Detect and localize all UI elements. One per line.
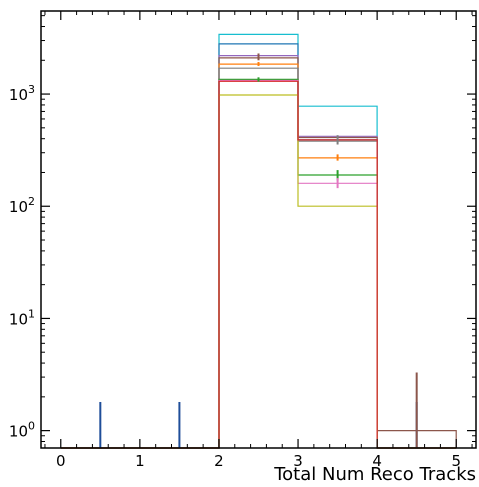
plot-area xyxy=(60,33,457,449)
series-step-7 xyxy=(60,79,457,449)
y-tick-label-0: 100 xyxy=(9,420,35,441)
series-step-5 xyxy=(60,67,457,449)
series-step-4 xyxy=(60,63,457,449)
axis-ticks: 0 1 2 3 4 5 100 101 102 103 xyxy=(9,11,476,470)
x-tick-label-4: 4 xyxy=(372,452,382,470)
y-tick-label-3: 103 xyxy=(9,83,35,104)
series-step-6 xyxy=(60,78,457,449)
x-tick-label-1: 1 xyxy=(135,452,145,470)
x-tick-label-5: 5 xyxy=(451,452,461,470)
series-step-8 xyxy=(60,94,457,449)
series-step-3 xyxy=(60,57,457,449)
axes-frame xyxy=(40,10,477,449)
series-step-1 xyxy=(60,43,457,449)
x-tick-label-2: 2 xyxy=(214,452,224,470)
x-axis-label: Total Num Reco Tracks xyxy=(273,464,476,485)
series-step-0 xyxy=(60,33,457,449)
series-step-9 xyxy=(60,80,457,449)
y-tick-label-1: 101 xyxy=(9,307,35,328)
x-tick-label-3: 3 xyxy=(293,452,303,470)
x-tick-label-0: 0 xyxy=(56,452,66,470)
series-step-2 xyxy=(60,55,457,449)
y-tick-label-2: 102 xyxy=(9,195,35,216)
